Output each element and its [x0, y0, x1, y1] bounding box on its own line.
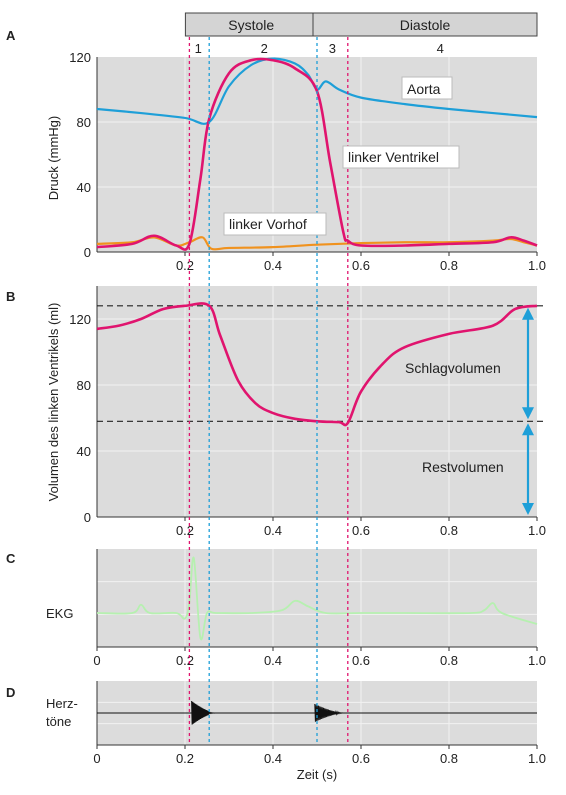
x-tick-label: 1.0 [528, 653, 546, 668]
panel-letter-c: C [6, 551, 16, 566]
ventricle-label: linker Ventrikel [342, 145, 460, 169]
panel-letter-b: B [6, 289, 15, 304]
y-tick-label: 40 [77, 180, 91, 195]
phase-number: 3 [329, 41, 336, 56]
pressure-axis-title: Druck (mmHg) [46, 116, 61, 201]
phase-group-label: Diastole [400, 17, 451, 33]
x-tick-label: 0.8 [440, 653, 458, 668]
panel-letter-a: A [6, 28, 16, 43]
ventricle-label-text: linker Ventrikel [348, 149, 439, 165]
x-tick-label: 0.4 [264, 653, 282, 668]
phase-number: 4 [437, 41, 444, 56]
aorta-label: Aorta [401, 76, 453, 100]
x-tick-label: 0.4 [264, 751, 282, 766]
atrium-label-text: linker Vorhof [229, 216, 307, 232]
heart-sounds-chart: 0 0.2 0.4 0.6 0.8 1.0 [93, 681, 546, 766]
phase-header: Systole Diastole 1 2 3 4 [184, 12, 538, 56]
annotation-arrowhead [522, 503, 534, 515]
series-line-ventricle [96, 57, 538, 251]
phase-dividers [188, 37, 349, 745]
volume-chart: 0 40 80 120 0.2 0.4 0.6 0.8 1.0 [69, 286, 546, 538]
phase-group-box [312, 12, 538, 37]
y-tick-label: 0 [84, 245, 91, 260]
x-tick-label: 0.6 [352, 523, 370, 538]
panel-background [97, 286, 537, 517]
y-tick-label: 40 [77, 444, 91, 459]
y-tick-label: 0 [84, 510, 91, 525]
panel-letter-d: D [6, 685, 15, 700]
x-tick-label: 0.4 [264, 523, 282, 538]
y-tick-label: 120 [69, 312, 91, 327]
series-line-ekg [96, 556, 538, 641]
pressure-chart: 0 40 80 120 0.2 0.4 0.6 0.8 1.0 [69, 50, 546, 273]
phase-number: 2 [261, 41, 268, 56]
x-tick-label: 0.6 [352, 751, 370, 766]
series-line-ventricle-volume [96, 302, 538, 427]
y-tick-label: 80 [77, 378, 91, 393]
volume-annotations: Schlagvolumen Restvolumen [405, 360, 504, 475]
time-axis-title: Zeit (s) [297, 767, 337, 782]
annotation-arrowhead [522, 407, 534, 420]
phase-number: 1 [195, 41, 202, 56]
residual-volume-label: Restvolumen [422, 459, 504, 475]
x-tick-label: 0.4 [264, 258, 282, 273]
annotation-arrowhead [522, 307, 534, 320]
series-line-aorta [96, 57, 538, 125]
aorta-label-text: Aorta [407, 81, 441, 97]
x-tick-label: 0.2 [176, 751, 194, 766]
stroke-volume-label: Schlagvolumen [405, 360, 501, 376]
x-tick-label: 1.0 [528, 258, 546, 273]
volume-axis-title: Volumen des linken Ventrikels (ml) [46, 303, 61, 502]
x-tick-label: 0.2 [176, 653, 194, 668]
heart-sounds-title-line2: töne [46, 714, 71, 729]
y-tick-label: 80 [77, 115, 91, 130]
x-tick-label: 0.2 [176, 523, 194, 538]
ekg-axis-title: EKG [46, 606, 73, 621]
x-tick-label: 0.8 [440, 523, 458, 538]
heart-sounds-title-line1: Herz- [46, 696, 78, 711]
y-tick-label: 120 [69, 50, 91, 65]
x-tick-label: 0.6 [352, 653, 370, 668]
heart-sound-burst [314, 703, 344, 722]
x-tick-label: 0 [93, 653, 100, 668]
atrium-label: linker Vorhof [223, 212, 327, 236]
phase-group-label: Systole [228, 17, 274, 33]
ekg-chart: 0 0.2 0.4 0.6 0.8 1.0 [93, 549, 546, 668]
x-tick-label: 0.8 [440, 751, 458, 766]
heart-sound-burst [191, 700, 216, 725]
annotation-arrowhead [522, 423, 534, 436]
x-tick-label: 1.0 [528, 523, 546, 538]
x-tick-label: 0.2 [176, 258, 194, 273]
x-tick-label: 0 [93, 751, 100, 766]
x-tick-label: 0.8 [440, 258, 458, 273]
x-tick-label: 1.0 [528, 751, 546, 766]
x-tick-label: 0.6 [352, 258, 370, 273]
